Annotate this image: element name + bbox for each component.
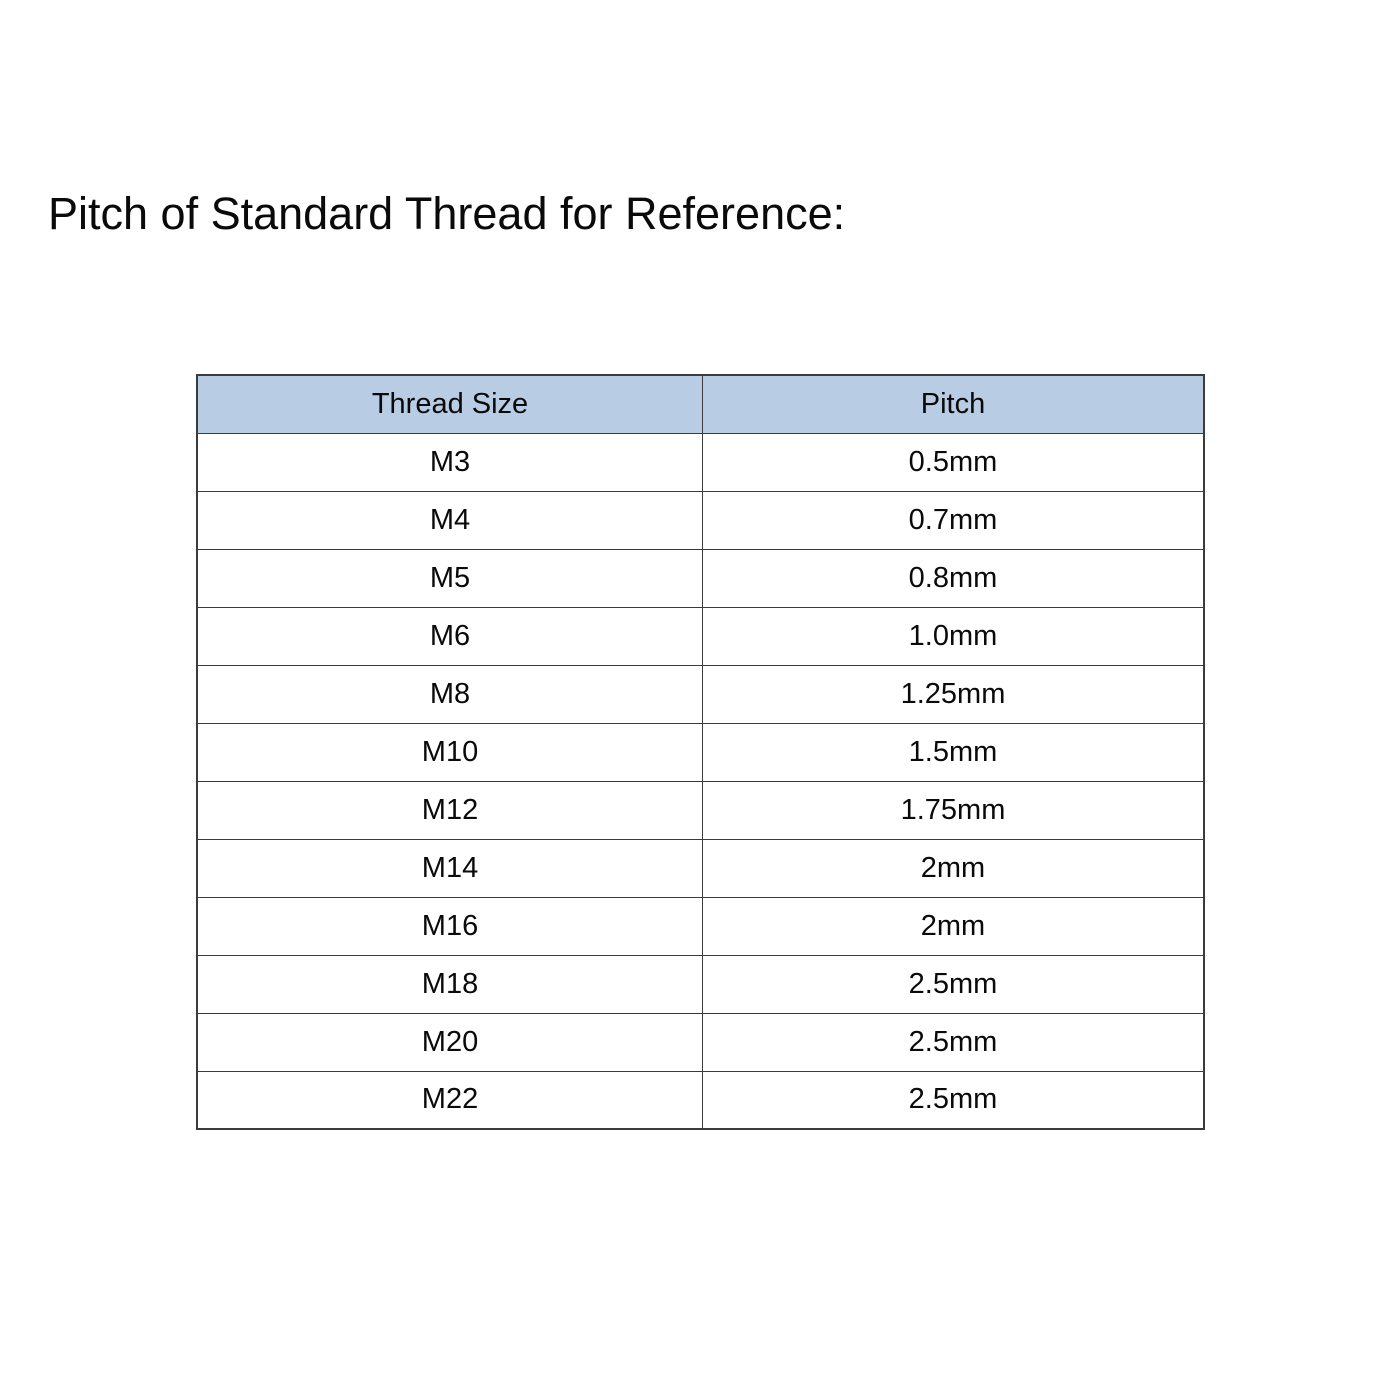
table-row: M4 0.7mm	[196, 490, 1205, 550]
pitch-cell: 0.5mm	[702, 432, 1205, 492]
thread-size-cell: M14	[196, 838, 703, 898]
pitch-cell: 2mm	[702, 896, 1205, 956]
thread-size-cell: M22	[196, 1070, 703, 1130]
pitch-cell: 0.7mm	[702, 490, 1205, 550]
thread-size-cell: M20	[196, 1012, 703, 1072]
pitch-cell: 2.5mm	[702, 954, 1205, 1014]
thread-size-cell: M8	[196, 664, 703, 724]
table-row: M12 1.75mm	[196, 780, 1205, 840]
table-row: M18 2.5mm	[196, 954, 1205, 1014]
table-row: M3 0.5mm	[196, 432, 1205, 492]
page-title: Pitch of Standard Thread for Reference:	[48, 188, 846, 239]
thread-size-cell: M10	[196, 722, 703, 782]
thread-size-cell: M3	[196, 432, 703, 492]
table-row: M10 1.5mm	[196, 722, 1205, 782]
pitch-reference-table: Thread Size Pitch M3 0.5mm M4 0.7mm M5 0…	[196, 374, 1205, 1130]
thread-size-cell: M5	[196, 548, 703, 608]
pitch-cell: 1.0mm	[702, 606, 1205, 666]
thread-size-cell: M16	[196, 896, 703, 956]
thread-size-cell: M12	[196, 780, 703, 840]
thread-size-cell: M4	[196, 490, 703, 550]
pitch-cell: 1.75mm	[702, 780, 1205, 840]
pitch-cell: 1.25mm	[702, 664, 1205, 724]
pitch-cell: 2mm	[702, 838, 1205, 898]
thread-size-cell: M18	[196, 954, 703, 1014]
thread-size-cell: M6	[196, 606, 703, 666]
pitch-cell: 2.5mm	[702, 1070, 1205, 1130]
pitch-cell: 2.5mm	[702, 1012, 1205, 1072]
table-row: M22 2.5mm	[196, 1070, 1205, 1130]
table-row: M6 1.0mm	[196, 606, 1205, 666]
pitch-cell: 1.5mm	[702, 722, 1205, 782]
table-row: M8 1.25mm	[196, 664, 1205, 724]
table-row: M14 2mm	[196, 838, 1205, 898]
column-header-thread-size: Thread Size	[196, 374, 703, 434]
table-row: M5 0.8mm	[196, 548, 1205, 608]
table-header-row: Thread Size Pitch	[196, 374, 1205, 434]
table-row: M16 2mm	[196, 896, 1205, 956]
pitch-cell: 0.8mm	[702, 548, 1205, 608]
table-row: M20 2.5mm	[196, 1012, 1205, 1072]
column-header-pitch: Pitch	[702, 374, 1205, 434]
